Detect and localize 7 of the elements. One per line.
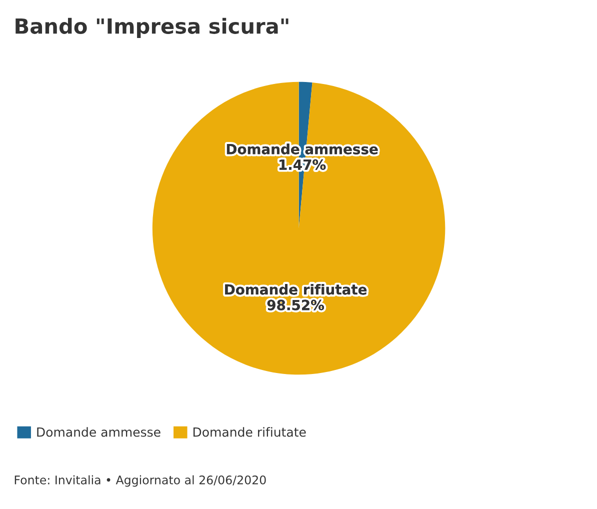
pie-slice	[152, 82, 446, 375]
legend-label: Domande ammesse	[37, 427, 160, 437]
source-note: Fonte: Invitalia • Aggiornato al 26/06/2020	[14, 475, 266, 487]
slice-label: Domande rifiutate	[225, 284, 367, 295]
legend-label: Domande rifiutate	[193, 427, 306, 437]
chart-title: Bando "Impresa sicura"	[16, 18, 288, 38]
data-label: 98.52%	[267, 300, 324, 310]
